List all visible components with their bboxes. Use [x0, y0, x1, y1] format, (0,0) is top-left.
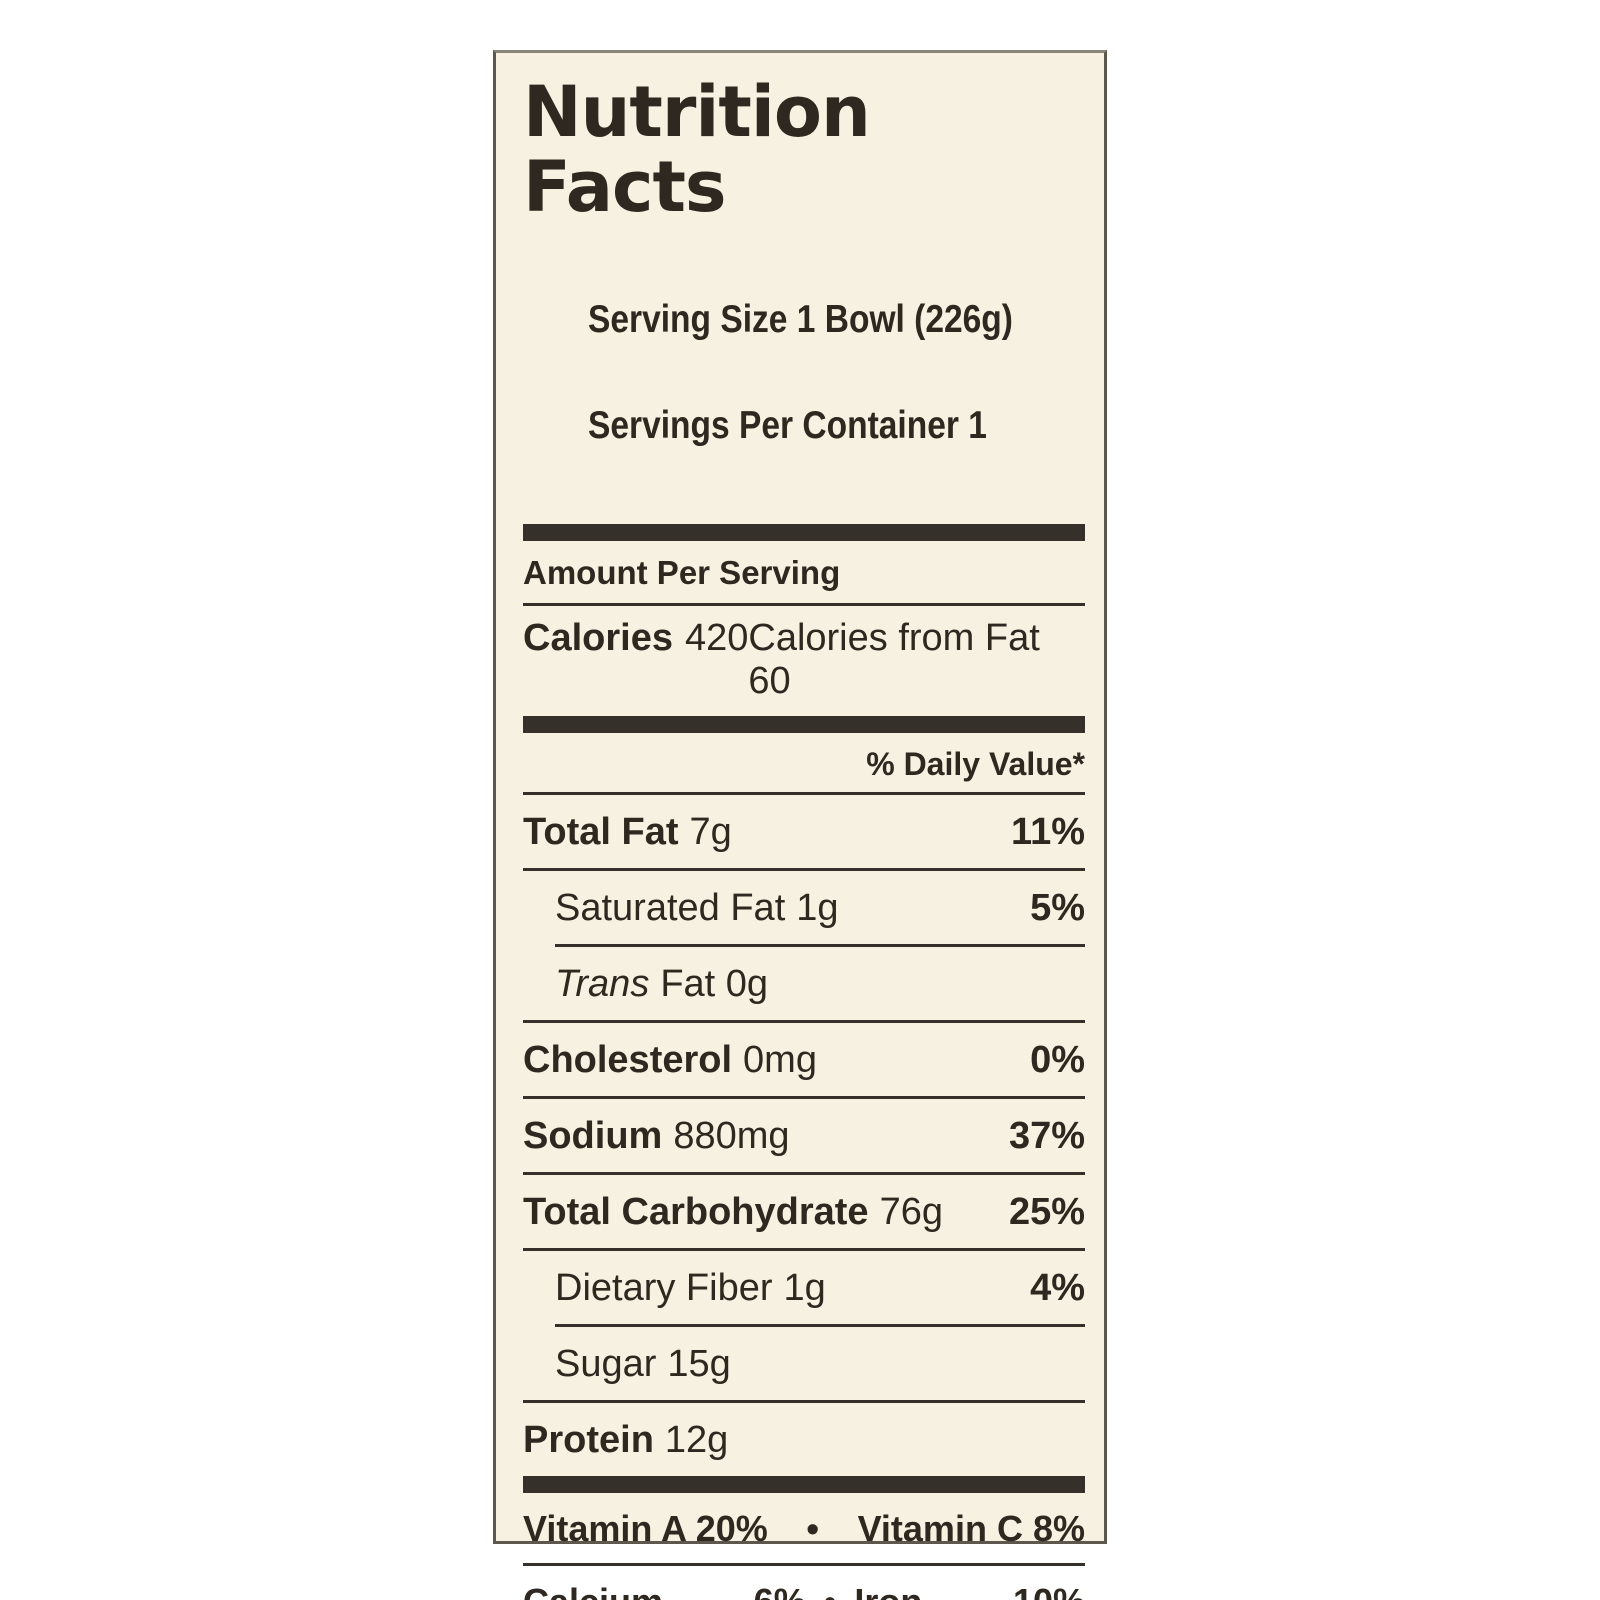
- nutrient-left: Protein 12g: [523, 1419, 728, 1461]
- nutrient-left: Total Carbohydrate 76g: [523, 1191, 943, 1233]
- nutrient-dv: 11%: [1011, 811, 1085, 853]
- divider-rule: [523, 1096, 1085, 1099]
- section-bar-top: [523, 524, 1085, 541]
- nutrient-amount: 1g: [783, 1267, 826, 1309]
- serving-size: Serving Size 1 Bowl (226g): [588, 298, 1013, 341]
- calories-row: Calories 420 Calories from Fat 60: [523, 606, 1085, 716]
- nutrient-row-sodium: Sodium 880mg 37%: [523, 1099, 1085, 1172]
- nutrient-row-total-fat: Total Fat 7g 11%: [523, 795, 1085, 868]
- nutrient-row-protein: Protein 12g: [523, 1403, 1085, 1476]
- divider-rule-indented: [555, 1324, 1085, 1327]
- nutrient-amount: 15g: [667, 1343, 731, 1385]
- nutrient-dv: 37%: [1008, 1115, 1085, 1157]
- iron-value: 10%: [1013, 1581, 1085, 1600]
- section-bar-vitamins: [523, 1476, 1085, 1493]
- mineral-middle-group: 6% • Iron: [754, 1581, 923, 1600]
- divider-rule: [523, 792, 1085, 795]
- nutrient-name: Sugar: [555, 1343, 657, 1385]
- mineral-row: Calcium 6% • Iron 10%: [523, 1566, 1085, 1600]
- nutrient-left: Sodium 880mg: [523, 1115, 790, 1157]
- divider-rule: [523, 1020, 1085, 1023]
- nutrient-amount: 12g: [664, 1419, 729, 1461]
- divider-rule: [523, 1248, 1085, 1251]
- label-title-line2: Facts: [523, 146, 727, 228]
- divider-rule-indented: [555, 944, 1085, 947]
- nutrient-amount: 0mg: [743, 1039, 817, 1081]
- nutrient-row-dietary-fiber: Dietary Fiber 1g 4%: [523, 1251, 1085, 1324]
- label-title-line1: Nutrition: [523, 71, 871, 153]
- bullet-separator: •: [806, 1508, 819, 1549]
- iron-label: Iron: [854, 1581, 922, 1600]
- nutrient-amount: Fat 0g: [660, 963, 769, 1005]
- calories-label: Calories: [523, 617, 673, 659]
- nutrient-row-cholesterol: Cholesterol 0mg 0%: [523, 1023, 1085, 1096]
- nutrient-name: Total Fat: [523, 811, 679, 853]
- nutrient-amount: 7g: [689, 811, 732, 853]
- divider-rule: [523, 603, 1085, 606]
- label-title: Nutrition Facts: [523, 75, 1085, 225]
- nutrient-left: Cholesterol 0mg: [523, 1039, 817, 1081]
- calcium-value: 6%: [754, 1581, 806, 1600]
- amount-per-serving-heading: Amount Per Serving: [523, 554, 841, 591]
- divider-rule: [523, 1172, 1085, 1175]
- bullet-separator: •: [824, 1581, 837, 1600]
- nutrient-left: Trans Fat 0g: [555, 963, 768, 1005]
- nutrient-name: Protein: [523, 1419, 654, 1461]
- nutrient-name: Cholesterol: [523, 1039, 733, 1081]
- nutrient-amount: 76g: [879, 1191, 943, 1233]
- vitamin-row: Vitamin A 20% • Vitamin C 8%: [523, 1493, 1085, 1563]
- divider-rule: [523, 868, 1085, 871]
- nutrient-name: Dietary Fiber: [555, 1267, 773, 1309]
- nutrient-name: Saturated Fat: [555, 887, 786, 929]
- nutrient-row-total-carbohydrate: Total Carbohydrate 76g 25%: [523, 1175, 1085, 1248]
- nutrient-amount: 1g: [796, 887, 839, 929]
- nutrient-row-trans-fat: Trans Fat 0g: [523, 947, 1085, 1020]
- serving-info: Serving Size 1 Bowl (226g) Servings Per …: [523, 240, 1085, 505]
- nutrient-dv: 5%: [1030, 887, 1085, 929]
- nutrient-name: Sodium: [523, 1115, 663, 1157]
- nutrient-row-sugar: Sugar 15g: [523, 1327, 1085, 1400]
- nutrient-amount: 880mg: [673, 1115, 790, 1157]
- daily-value-header: % Daily Value*: [866, 746, 1085, 782]
- vitamin-a-value: Vitamin A 20%: [523, 1508, 768, 1549]
- nutrient-dv: 4%: [1030, 1267, 1085, 1309]
- servings-per-container: Servings Per Container 1: [588, 404, 987, 447]
- divider-rule: [523, 1400, 1085, 1403]
- nutrient-name-italic: Trans: [555, 963, 650, 1005]
- nutrient-left: Dietary Fiber 1g: [555, 1267, 826, 1309]
- nutrient-left: Sugar 15g: [555, 1343, 731, 1385]
- nutrient-dv: 0%: [1030, 1039, 1085, 1081]
- nutrition-facts-label: Nutrition Facts Serving Size 1 Bowl (226g…: [493, 50, 1107, 1600]
- nutrient-left: Total Fat 7g: [523, 811, 732, 853]
- divider-rule: [523, 1563, 1085, 1566]
- nutrient-dv: 25%: [1008, 1191, 1085, 1233]
- calories-left: Calories 420: [523, 617, 748, 660]
- vitamin-c-value: Vitamin C 8%: [857, 1508, 1085, 1549]
- calories-value: 420: [684, 617, 749, 659]
- nutrient-left: Saturated Fat 1g: [555, 887, 839, 929]
- nutrient-name: Total Carbohydrate: [523, 1191, 869, 1233]
- calcium-label: Calcium: [523, 1581, 663, 1600]
- calories-from-fat: Calories from Fat 60: [748, 617, 1040, 702]
- nutrient-row-saturated-fat: Saturated Fat 1g 5%: [523, 871, 1085, 944]
- section-bar-calories: [523, 716, 1085, 733]
